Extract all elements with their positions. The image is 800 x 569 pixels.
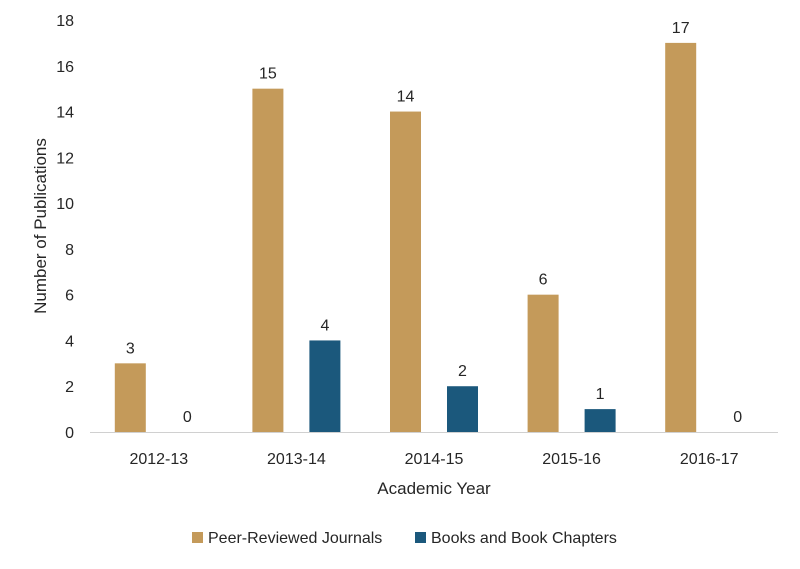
data-label: 17: [672, 20, 690, 37]
x-tick-label: 2012-13: [129, 451, 188, 468]
data-label: 0: [183, 409, 192, 426]
x-tick-label: 2016-17: [680, 451, 739, 468]
bar-peer-reviewed-journals-2016-17: [665, 42, 697, 433]
data-label: 1: [596, 386, 605, 403]
legend-label: Books and Book Chapters: [431, 530, 617, 547]
legend-label: Peer-Reviewed Journals: [208, 530, 382, 547]
data-label: 2: [458, 363, 467, 380]
y-tick-label: 6: [65, 288, 74, 305]
data-label: 4: [320, 317, 329, 334]
bar-books-and-book-chapters-2013-14: [309, 340, 341, 432]
bar-peer-reviewed-journals-2013-14: [252, 88, 284, 433]
y-tick-label: 4: [65, 333, 74, 350]
y-tick-label: 0: [65, 425, 74, 442]
x-tick-label: 2015-16: [542, 451, 601, 468]
y-axis-ticks: 0 2 4 6 8 10 12 14 16 18: [56, 13, 74, 442]
data-label: 15: [259, 66, 277, 83]
y-tick-label: 2: [65, 379, 74, 396]
bars-group: [114, 42, 697, 433]
y-tick-label: 8: [65, 242, 74, 259]
x-tick-label: 2013-14: [267, 451, 326, 468]
data-label: 0: [733, 409, 742, 426]
data-label: 6: [539, 272, 548, 289]
bar-peer-reviewed-journals-2015-16: [527, 294, 559, 432]
bar-peer-reviewed-journals-2014-15: [390, 111, 421, 433]
bar-peer-reviewed-journals-2012-13: [114, 363, 146, 432]
y-tick-label: 14: [56, 105, 74, 122]
data-labels-group: 3 0 15 4 14 2 6 1 17 0: [126, 20, 742, 426]
bar-books-and-book-chapters-2014-15: [447, 386, 478, 432]
y-tick-label: 12: [56, 150, 74, 167]
legend-swatch: [192, 532, 203, 543]
y-tick-label: 16: [56, 59, 74, 76]
bar-books-and-book-chapters-2015-16: [584, 409, 616, 432]
y-tick-label: 18: [56, 13, 74, 30]
legend-swatch: [415, 532, 426, 543]
legend: Peer-Reviewed Journals Books and Book Cha…: [192, 530, 617, 547]
x-axis-title: Academic Year: [377, 479, 491, 498]
data-label: 3: [126, 340, 135, 357]
data-label: 14: [397, 89, 415, 106]
y-axis-title: Number of Publications: [31, 138, 50, 314]
x-tick-label: 2014-15: [405, 451, 464, 468]
x-axis-ticks: 2012-13 2013-14 2014-15 2015-16 2016-17: [129, 451, 738, 468]
y-tick-label: 10: [56, 196, 74, 213]
